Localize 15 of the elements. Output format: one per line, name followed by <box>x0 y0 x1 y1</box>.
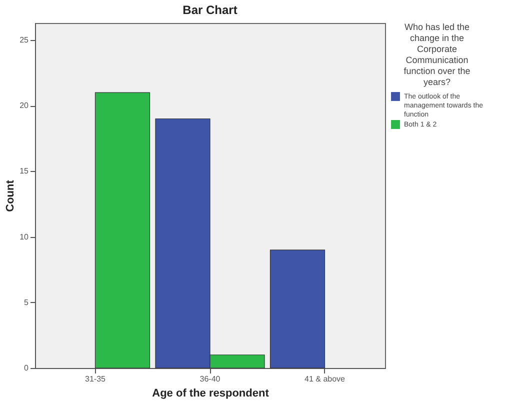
legend-title: Who has led the change in the Corporate Communication function over the years? <box>404 22 470 87</box>
bar <box>94 92 150 368</box>
y-tick-label: 5 <box>24 298 30 307</box>
y-tick-label: 25 <box>20 36 30 45</box>
bar <box>270 250 326 368</box>
y-tick-label: 10 <box>20 232 30 242</box>
x-axis-title: Age of the respondent <box>152 388 270 400</box>
x-tick-label: 31-35 <box>85 374 106 384</box>
y-axis-title: Count <box>4 180 17 212</box>
chart-title: Bar Chart <box>182 3 238 17</box>
x-tick-label: 41 & above <box>304 374 346 384</box>
y-tick-label: 15 <box>20 166 30 176</box>
y-tick-label: 0 <box>24 364 30 372</box>
x-tick-label: 36-40 <box>200 374 221 384</box>
y-tick-label: 20 <box>20 101 30 110</box>
